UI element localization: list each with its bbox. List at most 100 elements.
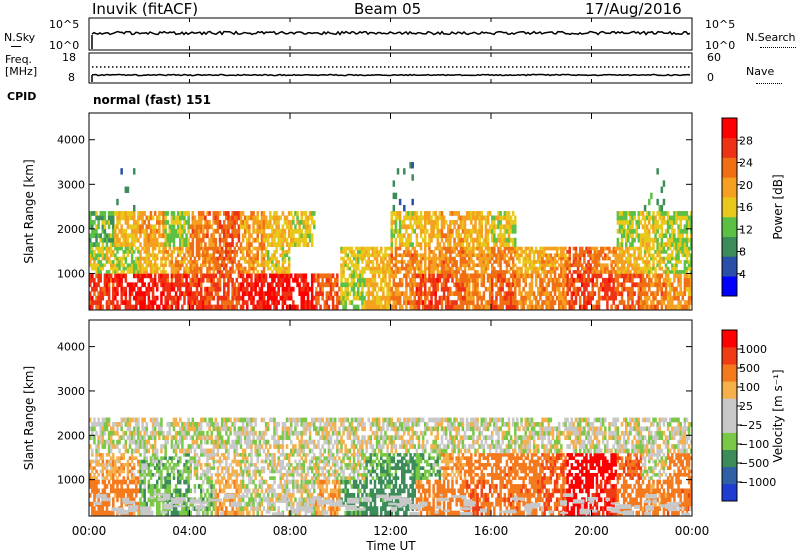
power-cell: [132, 263, 136, 268]
power-cell: [218, 250, 222, 254]
power-cell: [354, 266, 358, 271]
power-cell: [174, 228, 178, 234]
power-cell: [419, 295, 423, 301]
power-cell: [478, 237, 481, 243]
power-cell: [139, 277, 142, 283]
power-cell: [689, 233, 692, 239]
power-cell: [524, 256, 527, 261]
power-cell: [650, 224, 653, 230]
power-cell: [543, 263, 546, 268]
velocity-cell: [97, 488, 100, 494]
power-cell: [277, 260, 280, 264]
power-cell: [526, 246, 530, 251]
power-cell: [664, 242, 668, 248]
power-cell: [685, 211, 689, 216]
power-cell: [625, 277, 628, 283]
power-cell: [486, 273, 490, 279]
power-cell: [453, 237, 456, 243]
power-cell: [269, 224, 272, 230]
power-cell: [522, 250, 525, 254]
power-cell: [287, 304, 291, 310]
power-cell: [99, 304, 102, 310]
power-cell: [294, 304, 297, 310]
power-cell: [622, 270, 626, 274]
power-cell: [683, 250, 687, 254]
power-cell: [197, 300, 201, 305]
velocity-cell: [95, 479, 98, 485]
power-cell: [170, 256, 174, 261]
power-cell: [384, 273, 387, 279]
power-cell: [595, 263, 599, 268]
power-cell: [149, 228, 153, 234]
power-cell: [668, 219, 672, 225]
power-cell: [537, 266, 540, 271]
power-cell: [365, 300, 368, 305]
power-cell: [239, 215, 243, 221]
power-cell: [105, 219, 109, 225]
power-cell: [560, 260, 563, 264]
power-cell: [202, 228, 205, 234]
power-cell: [683, 246, 687, 251]
power-cell: [442, 242, 446, 248]
power-cell: [172, 219, 176, 225]
power-cell: [262, 277, 266, 283]
power-cell: [447, 291, 450, 297]
power-cell: [618, 250, 622, 254]
power-cell: [89, 273, 92, 279]
power-cell: [549, 291, 553, 297]
power-cell: [545, 300, 548, 305]
power-cell: [176, 277, 180, 283]
power-cell: [254, 266, 257, 271]
power-cell: [246, 250, 249, 254]
power-cell: [179, 277, 182, 283]
power-cell: [595, 270, 599, 274]
power-cell: [405, 246, 408, 251]
power-cell: [338, 300, 341, 305]
power-cell: [666, 253, 670, 258]
power-cell: [193, 224, 197, 230]
power-cell: [581, 291, 584, 297]
power-cell: [214, 256, 218, 261]
power-cell: [396, 286, 400, 292]
power-cell: [384, 270, 387, 274]
power-cell: [97, 256, 100, 261]
power-cell: [652, 224, 655, 230]
power-cell: [465, 300, 469, 305]
power-cell: [474, 270, 477, 274]
power-cell: [206, 233, 209, 239]
power-cell: [231, 237, 234, 243]
power-cell: [593, 253, 597, 258]
power-cell: [128, 233, 132, 239]
power-cell: [212, 246, 216, 251]
power-cell: [675, 266, 678, 271]
power-cell: [302, 224, 306, 230]
power-cell: [388, 282, 391, 288]
power-cell: [499, 242, 502, 248]
power-cell: [168, 286, 172, 292]
power-cell: [170, 237, 174, 243]
power-cell: [608, 250, 611, 254]
power-cell: [514, 253, 517, 258]
power-cell: [440, 286, 444, 292]
power-cell: [560, 256, 563, 261]
velocity-cell: [208, 506, 211, 511]
power-cell: [585, 277, 588, 283]
power-cell: [501, 282, 504, 288]
power-cell: [187, 224, 190, 230]
power-cell: [491, 300, 494, 305]
power-cell: [666, 215, 670, 221]
power-cell: [212, 282, 216, 288]
power-cell: [449, 211, 452, 216]
power-cell: [432, 282, 435, 288]
power-cell: [453, 273, 456, 279]
power-cell: [534, 295, 538, 301]
power-cell: [645, 250, 649, 254]
power-cell: [501, 270, 504, 274]
power-cell: [405, 253, 408, 258]
power-cell: [392, 263, 396, 268]
power-cell: [371, 260, 375, 264]
power-cell: [434, 277, 437, 283]
power-cell: [371, 286, 375, 292]
velocity-cell: [235, 488, 239, 494]
power-cell: [137, 266, 140, 271]
